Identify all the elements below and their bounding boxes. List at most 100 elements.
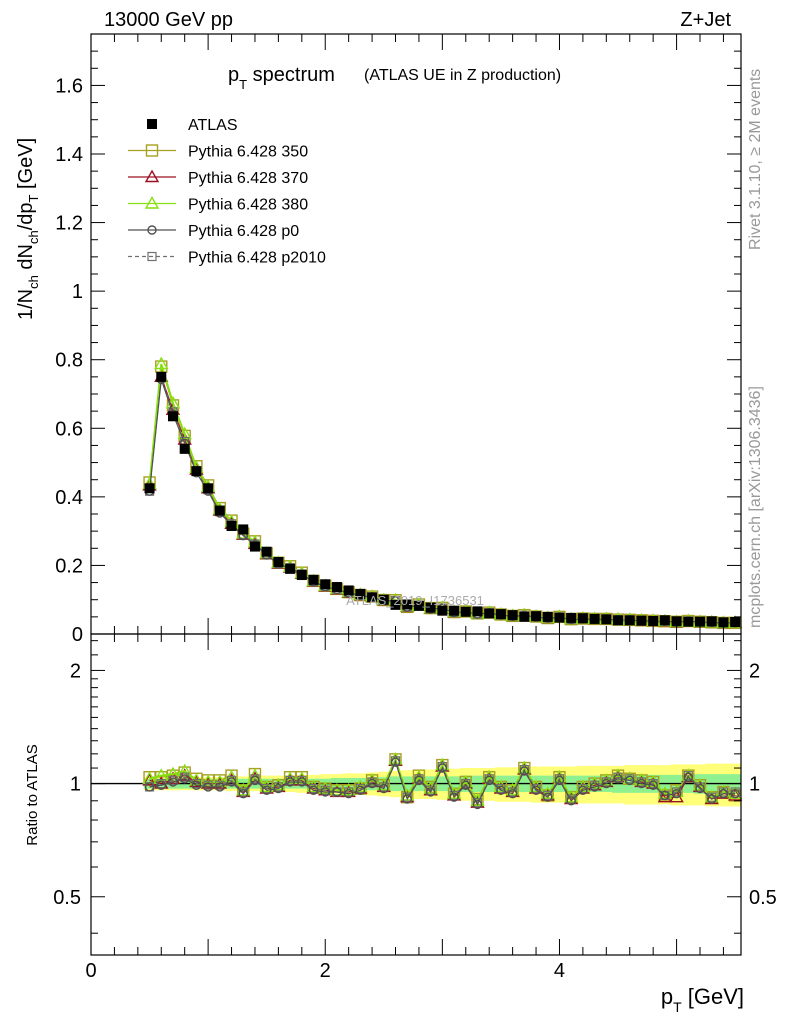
y-tick-label: 0.6 <box>55 418 83 440</box>
data-point-atlas <box>718 617 729 628</box>
data-point-atlas <box>648 615 659 626</box>
ratio-marker-p0 <box>168 777 178 787</box>
ratio-marker-p0 <box>707 794 717 804</box>
y-tick-label: 0.4 <box>55 487 83 509</box>
ratio-marker-p0 <box>636 778 647 789</box>
data-point-atlas <box>624 615 635 626</box>
ratio-marker-p0 <box>343 789 354 799</box>
ratio-marker-p0 <box>496 785 506 795</box>
ratio-y-tick-label-right: 1 <box>749 774 760 796</box>
ratio-marker-p0 <box>261 785 272 795</box>
ratio-y-tick-label-right: 2 <box>749 660 760 682</box>
process-label: Z+Jet <box>680 9 731 31</box>
plot-subtitle: (ATLAS UE in Z production) <box>364 67 561 84</box>
ratio-marker-p0 <box>683 772 693 782</box>
ratio-marker-p380 <box>259 779 274 793</box>
ratio-marker-p0 <box>449 792 459 802</box>
ratio-marker-p0 <box>730 789 740 799</box>
ratio-marker-p0 <box>461 780 471 790</box>
ratio-marker-p380 <box>645 774 661 788</box>
ratio-marker-p380 <box>177 763 192 777</box>
data-point-atlas <box>683 616 694 627</box>
ratio-marker-p0 <box>191 780 202 790</box>
marker-p380 <box>154 356 169 370</box>
ratio-marker-p0 <box>425 787 436 797</box>
ratio-panel-series <box>142 751 743 810</box>
ratio-marker-p0 <box>402 794 412 804</box>
data-point-atlas <box>495 609 506 620</box>
ratio-marker-p0 <box>355 785 366 795</box>
y-tick-label: 0.2 <box>55 555 83 577</box>
ratio-marker-p0 <box>320 787 330 797</box>
data-point-atlas <box>355 588 366 599</box>
main-panel-axes: 0 0.2 0.4 0.6 0.8 1 1.2 1.4 1.6 <box>55 33 742 646</box>
data-point-atlas <box>437 605 448 616</box>
data-point-atlas <box>179 443 190 454</box>
legend-marker-p380 <box>144 196 160 209</box>
ratio-marker-p0 <box>203 782 213 792</box>
legend: ATLAS Pythia 6.428 350 Pythia 6.428 370 Pyt… <box>128 117 326 267</box>
data-point-atlas <box>191 466 202 477</box>
data-point-atlas <box>320 579 331 590</box>
data-point-atlas <box>343 585 354 596</box>
ratio-marker-p380 <box>505 782 520 796</box>
legend-label-atlas: ATLAS <box>188 117 238 134</box>
y-tick-label: 1.6 <box>55 75 83 97</box>
ratio-marker-p0 <box>238 789 248 799</box>
ratio-marker-p380 <box>552 769 567 783</box>
data-point-atlas <box>296 570 307 581</box>
legend-label-p370: Pythia 6.428 370 <box>188 170 308 187</box>
data-point-atlas <box>613 615 624 626</box>
data-point-atlas <box>554 612 565 623</box>
legend-label-p0: Pythia 6.428 p0 <box>188 223 299 240</box>
ratio-marker-p0 <box>379 783 389 794</box>
ratio-marker-p0 <box>543 792 553 802</box>
data-point-atlas <box>460 606 471 617</box>
data-point-atlas <box>144 483 155 494</box>
ratio-marker-p380 <box>575 779 591 793</box>
ratio-marker-p380 <box>610 768 626 781</box>
ratio-marker-p380 <box>423 781 438 794</box>
data-point-atlas <box>203 483 214 494</box>
y-tick-label: 0 <box>72 624 83 646</box>
data-point-atlas <box>261 546 272 557</box>
data-point-atlas <box>577 613 588 624</box>
ratio-marker-p0 <box>437 763 448 773</box>
ratio-marker-p0 <box>156 780 166 790</box>
mcplots-source-label: mcplots.cern.ch [arXiv:1306.3436] <box>747 386 764 628</box>
ratio-marker-p380 <box>411 769 427 783</box>
legend-label-p350: Pythia 6.428 350 <box>188 144 308 161</box>
data-point-atlas <box>331 582 342 593</box>
y-tick-label: 1.2 <box>55 213 83 235</box>
y-tick-label: 0.8 <box>55 350 83 372</box>
collision-energy-label: 13000 GeV pp <box>104 9 233 31</box>
ratio-marker-p380 <box>318 781 333 794</box>
data-point-atlas <box>167 411 178 422</box>
rivet-version-label: Rivet 3.1.10, ≥ 2M events <box>747 69 764 250</box>
x-tick-label: 2 <box>320 960 331 982</box>
data-point-atlas <box>308 574 319 585</box>
title-main: p <box>228 64 239 86</box>
data-point-atlas <box>659 615 670 626</box>
ratio-marker-p380 <box>587 776 602 789</box>
ratio-marker-p0 <box>226 777 237 787</box>
ratio-marker-p0 <box>589 782 600 792</box>
ratio-marker-p0 <box>179 774 190 784</box>
ratio-y-tick-label: 1 <box>70 774 81 796</box>
data-point-atlas <box>273 557 284 567</box>
ratio-marker-p0 <box>390 757 401 767</box>
ratio-marker-p0 <box>414 775 424 786</box>
data-point-atlas <box>402 599 413 610</box>
ratio-marker-p380 <box>353 779 368 793</box>
ratio-marker-p0 <box>695 783 705 794</box>
ratio-marker-p380 <box>634 772 649 786</box>
data-point-atlas <box>484 608 495 619</box>
data-point-atlas <box>238 524 249 535</box>
ratio-marker-p380 <box>271 777 286 791</box>
ratio-marker-p0 <box>601 778 612 789</box>
plot-title: pT spectrum <box>228 64 335 92</box>
data-point-atlas <box>285 563 296 574</box>
ratio-marker-p0 <box>566 796 576 806</box>
x-axis-label: pT [GeV] <box>661 984 744 1015</box>
ratio-marker-p380 <box>341 782 356 796</box>
